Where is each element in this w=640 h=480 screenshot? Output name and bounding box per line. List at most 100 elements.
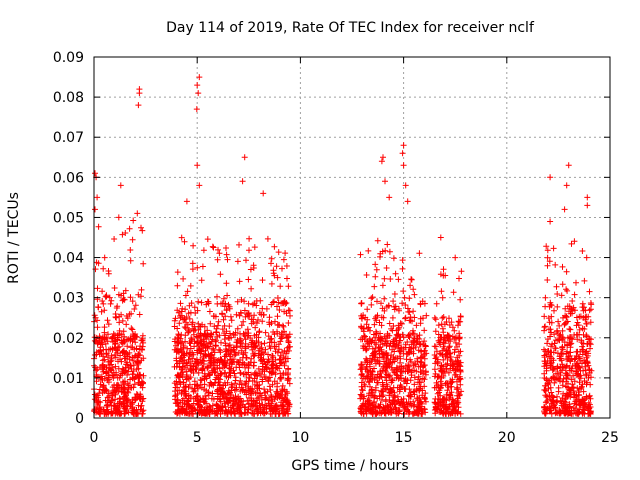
data-point: [444, 355, 451, 361]
data-point: [372, 360, 379, 367]
data-point: [448, 319, 455, 326]
data-point: [559, 327, 566, 334]
data-point: [213, 325, 220, 332]
data-point: [186, 349, 193, 356]
data-point: [124, 351, 131, 358]
data-point: [97, 374, 104, 381]
data-point: [407, 377, 414, 384]
data-point: [547, 174, 554, 181]
data-point: [578, 339, 585, 346]
data-point: [453, 386, 460, 393]
data-point: [101, 307, 108, 314]
y-tick-label: 0.06: [53, 170, 84, 186]
data-point: [240, 386, 247, 393]
data-point: [199, 365, 206, 371]
data-point: [245, 343, 252, 350]
data-point: [204, 236, 211, 243]
data-point: [551, 331, 558, 338]
data-point: [438, 351, 444, 358]
data-point: [245, 374, 252, 381]
data-point: [404, 339, 411, 345]
data-point: [423, 312, 430, 319]
data-point: [104, 317, 111, 324]
data-point: [446, 344, 452, 351]
data-point: [365, 406, 372, 413]
data-point: [280, 256, 287, 263]
data-point: [113, 305, 120, 311]
data-point: [139, 335, 146, 342]
data-point: [113, 384, 120, 391]
data-point: [112, 354, 119, 361]
data-point: [121, 391, 128, 397]
data-point: [575, 410, 582, 417]
data-point: [91, 396, 98, 403]
data-point: [369, 401, 376, 408]
data-point: [362, 383, 368, 390]
data-point: [184, 398, 191, 404]
data-point: [137, 406, 144, 413]
data-point: [559, 344, 566, 350]
data-point: [390, 298, 397, 305]
data-point: [112, 341, 119, 347]
data-point: [211, 408, 218, 414]
data-point: [228, 381, 235, 388]
data-point: [382, 178, 388, 185]
data-point: [236, 241, 242, 248]
data-point: [557, 377, 563, 384]
data-point: [436, 350, 443, 357]
data-point: [554, 364, 561, 371]
data-point: [581, 378, 588, 384]
data-point: [232, 395, 239, 402]
data-point: [396, 307, 402, 314]
data-point: [402, 302, 409, 308]
data-point: [185, 397, 192, 404]
data-point: [262, 361, 269, 368]
data-point: [564, 287, 571, 294]
data-point: [118, 389, 125, 395]
data-point: [189, 266, 196, 273]
data-point: [402, 182, 409, 189]
data-point: [259, 318, 266, 325]
data-point: [177, 372, 184, 379]
data-point: [120, 399, 127, 406]
data-point: [418, 359, 425, 366]
data-point: [101, 254, 108, 261]
data-point: [360, 375, 366, 382]
data-point: [418, 354, 425, 361]
data-point: [553, 283, 560, 290]
data-point: [403, 356, 410, 363]
data-point: [457, 296, 464, 303]
data-point: [363, 373, 370, 380]
data-point: [574, 348, 581, 355]
data-point: [226, 370, 233, 377]
data-point: [237, 335, 243, 342]
data-point: [269, 352, 275, 359]
data-point: [371, 376, 378, 383]
data-point: [284, 275, 290, 282]
data-point: [230, 398, 237, 405]
data-point: [446, 315, 452, 322]
x-tick-label: 0: [90, 430, 99, 446]
data-point: [439, 315, 446, 321]
data-point: [228, 334, 235, 341]
data-point: [403, 399, 410, 406]
data-point: [410, 308, 417, 315]
data-point: [435, 331, 442, 338]
data-point: [375, 344, 382, 351]
data-point: [541, 324, 548, 331]
data-point: [211, 349, 218, 356]
data-point: [207, 359, 214, 366]
data-point: [215, 318, 222, 325]
data-point: [230, 405, 237, 412]
data-point: [571, 400, 578, 407]
data-point: [565, 162, 572, 169]
data-point: [222, 342, 229, 349]
data-point: [357, 366, 364, 373]
data-point: [561, 410, 568, 417]
data-point: [371, 283, 378, 290]
data-point: [138, 346, 145, 353]
data-point: [382, 247, 389, 254]
data-point: [266, 319, 273, 326]
data-point: [140, 260, 147, 267]
data-point: [374, 409, 381, 416]
